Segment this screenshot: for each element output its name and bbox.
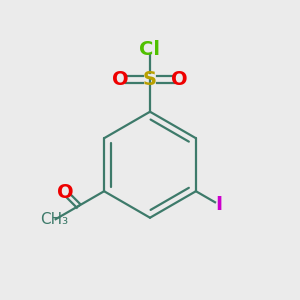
- Text: O: O: [112, 70, 129, 89]
- Text: Cl: Cl: [140, 40, 160, 59]
- Text: O: O: [171, 70, 188, 89]
- Text: S: S: [143, 70, 157, 89]
- Text: O: O: [57, 183, 74, 202]
- Text: CH₃: CH₃: [40, 212, 68, 227]
- Text: I: I: [215, 195, 222, 214]
